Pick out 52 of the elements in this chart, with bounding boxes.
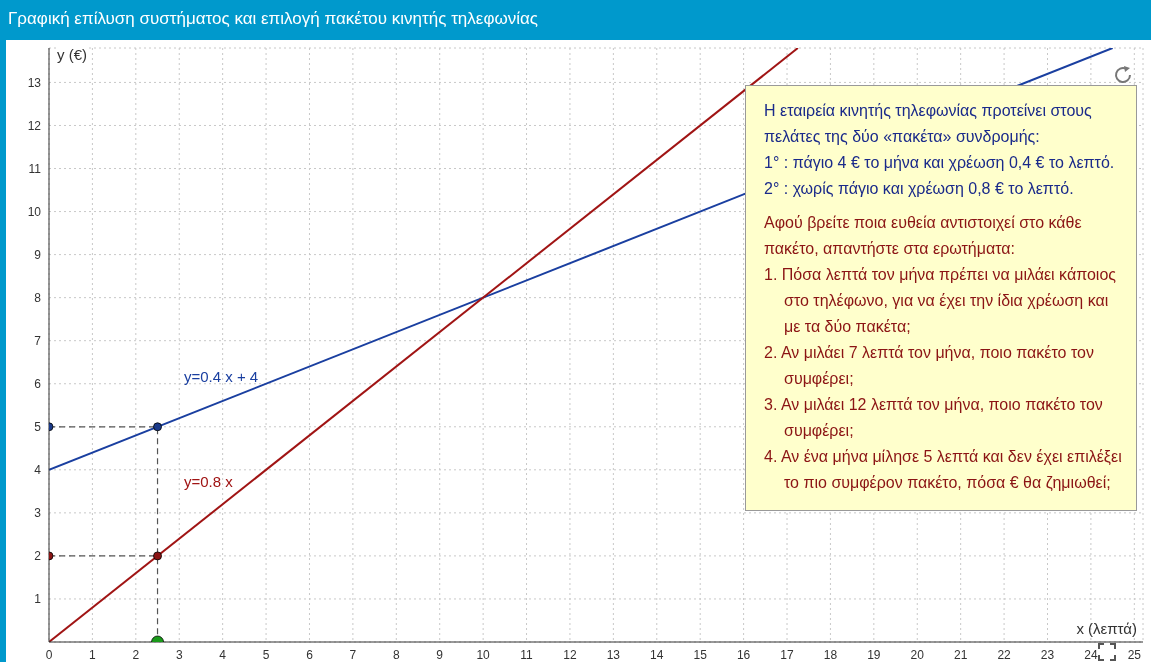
y-tick-label: 10 <box>27 204 42 219</box>
annotation: 1. Πόσα λεπτά τον μήνα πρέπει να μιλάει κάποιος στο τηλέφωνο, για να έχει την ίδια χρέωση και με τα δύο πακέτα; <box>764 265 1117 337</box>
x-tick-label: 4 <box>219 647 227 662</box>
x-tick-label: 9 <box>436 647 444 662</box>
x-tick-label: 7 <box>349 647 357 662</box>
y-tick-label: 7 <box>34 333 42 348</box>
x-tick-label: 25 <box>1127 647 1142 662</box>
x-tick-label: 3 <box>175 647 183 662</box>
x-tick-label: 2 <box>132 647 140 662</box>
x-tick-label: 21 <box>953 647 968 662</box>
chart-title: Γραφική επίλυση συστήματος και επιλογή πακέτου κινητής τηλεφωνίας <box>7 8 539 30</box>
x-tick-label: 8 <box>392 647 400 662</box>
annotation: 3. Αν μιλάει 12 λεπτά τον μήνα, ποιο πακέτο τον συμφέρει; <box>764 395 1104 441</box>
x-tick-label: 5 <box>262 647 270 662</box>
x-tick-label: 20 <box>910 647 925 662</box>
y-tick-label: 5 <box>34 420 42 435</box>
annotation: 1° : πάγιο 4 € το μήνα και χρέωση 0,4 € το λεπτό. <box>764 153 1116 173</box>
x-tick-label: 13 <box>606 647 621 662</box>
x-tick-label: 16 <box>736 647 751 662</box>
x-tick-label: 24 <box>1084 647 1098 662</box>
y-tick-label: 3 <box>34 506 42 521</box>
annotation: y=0.8 x <box>184 472 233 490</box>
annotation: 4. Αν ένα μήνα μίλησε 5 λεπτά και δεν έχει επιλέξει το πιο συμφέρον πακέτο, πόσα € θα ζημιωθεί; <box>764 447 1123 493</box>
x-tick-label: 15 <box>693 647 708 662</box>
x-tick-label: 1 <box>89 647 97 662</box>
x-tick-label: 17 <box>780 647 795 662</box>
x-tick-label: 12 <box>563 647 577 662</box>
y-tick-label: 12 <box>27 118 42 133</box>
annotation: y=0.4 x + 4 <box>184 368 259 386</box>
y-tick-label: 9 <box>34 247 42 262</box>
x-tick-label: 14 <box>650 647 664 662</box>
y-axis-title: y (€) <box>57 46 87 63</box>
x-tick-label: 6 <box>306 647 314 662</box>
annotation: Η εταιρεία κινητής τηλεφωνίας προτείνει στους πελάτες της δύο «πακέτα» συνδρομής: <box>764 101 1093 147</box>
y-tick-label: 11 <box>28 161 42 176</box>
y-tick-label: 2 <box>34 549 42 564</box>
y-tick-label: 13 <box>27 75 42 90</box>
annotation: 2. Αν μιλάει 7 λεπτά τον μήνα, ποιο πακέτο τον συμφέρει; <box>764 343 1095 389</box>
y-tick-label: 8 <box>34 290 42 305</box>
x-tick-label: 11 <box>520 647 534 662</box>
x-tick-label: 22 <box>997 647 1012 662</box>
x-tick-label: 19 <box>867 647 881 662</box>
y-tick-label: 6 <box>34 377 42 391</box>
annotation: Αφού βρείτε ποια ευθεία αντιστοιχεί στο κάθε πακέτο, απαντήστε στα ερωτήματα: <box>764 213 1083 259</box>
x-tick-label: 18 <box>823 647 838 662</box>
y-tick-label: 1 <box>34 592 42 607</box>
x-tick-label: 23 <box>1040 647 1055 662</box>
x-tick-label: 0 <box>45 647 53 662</box>
annotation: 2° : χωρίς πάγιο και χρέωση 0,8 € το λεπτό. <box>764 179 1075 199</box>
x-axis-title: x (λεπτά) <box>1076 620 1137 637</box>
y-tick-label: 4 <box>34 463 42 478</box>
x-tick-label: 10 <box>476 647 491 662</box>
